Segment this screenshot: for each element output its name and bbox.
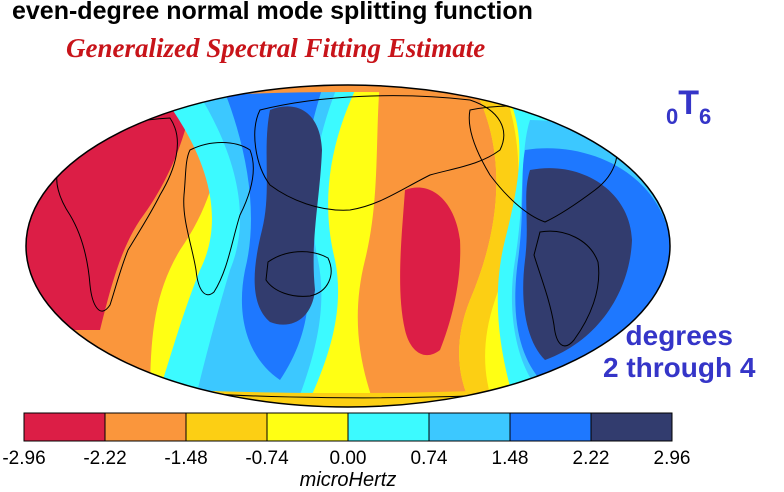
degree-range-line2: 2 through 4 [603, 352, 756, 383]
colorbar-swatch [23, 412, 106, 442]
coastline-asia [254, 95, 505, 211]
mode-degree: 6 [699, 104, 712, 129]
band-pacific-dark [523, 168, 632, 360]
degree-range-label: degrees 2 through 4 [603, 320, 755, 384]
band-central-red [400, 187, 461, 356]
degree-range-line1: degrees [625, 320, 733, 351]
coastline-americas [56, 117, 178, 312]
mode-overtone: 0 [666, 104, 679, 129]
page-subtitle: Generalized Spectral Fitting Estimate [66, 33, 486, 63]
coastline-australia [265, 251, 332, 297]
colorbar-tick-label: -2.96 [2, 448, 46, 469]
colorbar-tick-label: 0.00 [329, 448, 367, 469]
colorbar [23, 412, 673, 442]
colorbar-tick-label: 2.22 [572, 448, 610, 469]
colorbar-swatch [266, 412, 349, 442]
colorbar-swatch [509, 412, 592, 442]
colorbar-tick-label: -0.74 [245, 448, 289, 469]
colorbar-swatch [428, 412, 511, 442]
map-outline [25, 84, 671, 408]
colorbar-unit-label: microHertz [299, 469, 397, 491]
colorbar-tick-label: 1.48 [491, 448, 529, 469]
band-central-yellow [459, 85, 519, 407]
colorbar-swatch [347, 412, 430, 442]
coastline-south-america [533, 230, 600, 347]
coastline-africa-europe [183, 142, 254, 296]
colorbar-tick-label: 0.74 [410, 448, 448, 469]
colorbar-swatch [590, 412, 673, 442]
colorbar-tick-label: -1.48 [164, 448, 208, 469]
colorbar-swatch [185, 412, 268, 442]
mode-label: 0T6 [666, 84, 711, 130]
colorbar-swatch [104, 412, 187, 442]
mode-type: T [678, 84, 700, 122]
colorbar-tick-label: 2.96 [653, 448, 691, 469]
page-title: even-degree normal mode splitting functi… [12, 0, 533, 25]
band-indian-dark [254, 106, 322, 325]
colorbar-tick-label: -2.22 [83, 448, 127, 469]
